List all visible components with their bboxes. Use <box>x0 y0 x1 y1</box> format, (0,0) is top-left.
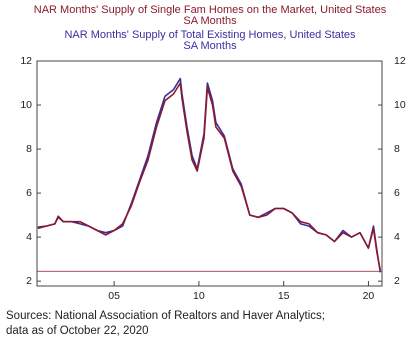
y-tick-label: 6 <box>26 187 32 199</box>
series-line <box>37 82 382 271</box>
x-tick-label: 20 <box>363 290 375 302</box>
y-tick-label: 10 <box>20 99 32 111</box>
series-line <box>37 77 382 273</box>
y2-tick-label: 4 <box>394 231 400 243</box>
subtitle-2: SA Months <box>183 40 237 52</box>
title: NAR Months' Supply of Single Fam Homes o… <box>34 4 387 16</box>
source: data as of October 22, 2020 <box>6 325 149 337</box>
plot-frame <box>36 60 383 287</box>
y2-tick-label: 10 <box>394 99 406 111</box>
subtitle: SA Months <box>183 15 237 27</box>
y2-tick-label: 2 <box>394 275 400 287</box>
y2-tick-label: 12 <box>394 55 406 67</box>
x-tick-label: 05 <box>108 290 120 302</box>
y2-tick-label: 6 <box>394 187 400 199</box>
source: Sources: National Association of Realtor… <box>6 310 325 322</box>
y-tick-label: 8 <box>26 143 32 155</box>
y-tick-label: 4 <box>26 231 32 243</box>
y2-tick-label: 8 <box>394 143 400 155</box>
y-tick-label: 2 <box>26 275 32 287</box>
y-tick-label: 12 <box>20 55 32 67</box>
x-tick-label: 15 <box>278 290 290 302</box>
title-2: NAR Months' Supply of Total Existing Hom… <box>64 29 356 41</box>
x-tick-label: 10 <box>193 290 205 302</box>
